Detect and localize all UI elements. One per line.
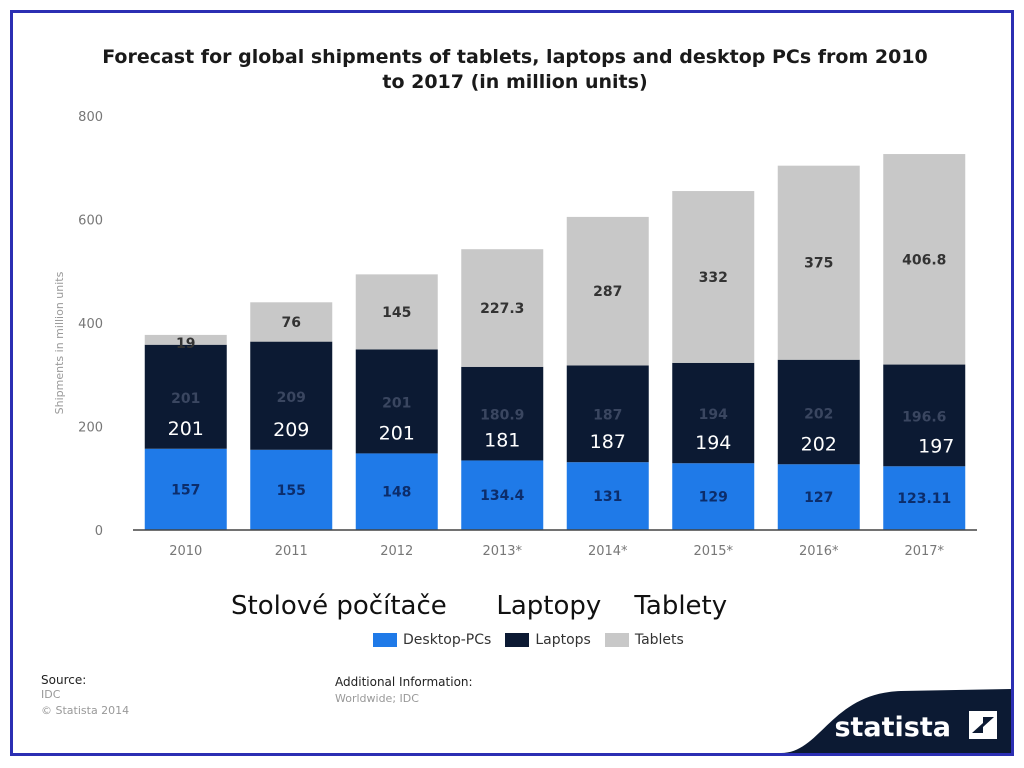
x-tick-label: 2010: [169, 544, 202, 559]
laptop-overlay-label: 181: [484, 429, 520, 451]
source-line: © Statista 2014: [41, 704, 130, 717]
data-label-laptops: 201: [171, 391, 200, 407]
label-laptops-cz: Laptopy: [496, 591, 602, 621]
bar-tablets-2017: [883, 154, 966, 365]
data-label-desktop-pcs: 157: [171, 482, 200, 498]
additional-info-text: Worldwide; IDC: [335, 692, 419, 705]
y-axis-title: Shipments in million units: [53, 271, 66, 414]
data-label-laptops: 201: [382, 396, 411, 412]
legend-swatch-tablets: [604, 633, 629, 647]
laptop-overlay-label: 201: [168, 418, 204, 440]
data-label-tablets: 406.8: [902, 252, 946, 268]
y-tick-label: 0: [95, 524, 103, 539]
bar-desktop-pcs-2013: [461, 460, 544, 530]
bar-tablets-2015: [672, 191, 755, 363]
legend-label-laptops: Laptops: [535, 632, 591, 648]
y-tick-label: 800: [78, 110, 103, 125]
data-label-tablets: 76: [282, 315, 301, 331]
legend-swatch-laptops: [505, 633, 530, 647]
data-label-desktop-pcs: 148: [382, 485, 411, 501]
data-label-desktop-pcs: 123.11: [897, 491, 951, 507]
legend-swatch-desktop: [373, 633, 397, 647]
data-label-desktop-pcs: 134.4: [480, 488, 525, 504]
bar-desktop-pcs-2011: [250, 449, 333, 530]
bar-laptops-2013: [461, 366, 544, 461]
data-label-tablets: 19: [176, 336, 195, 352]
laptop-overlay-label: 202: [801, 433, 837, 455]
data-label-tablets: 287: [593, 284, 622, 300]
bar-tablets-2013: [461, 249, 544, 367]
chart-title-line-1: Forecast for global shipments of tablets…: [102, 46, 928, 68]
legend-item-laptops: Laptops: [505, 632, 591, 648]
x-tick-label: 2016*: [799, 544, 839, 559]
bar-laptops-2014: [566, 365, 649, 463]
bar-desktop-pcs-2010: [144, 448, 227, 530]
bar-laptops-2016: [777, 359, 860, 465]
statista-logo-text: statista: [834, 712, 951, 743]
brand-band-shape: [781, 689, 1011, 753]
bar-tablets-2016: [777, 165, 860, 360]
bar-desktop-pcs-2016: [777, 464, 860, 530]
legend-label-desktop: Desktop-PCs: [403, 632, 492, 648]
bar-tablets-2010: [144, 334, 227, 345]
stacked-bar-chart: 0 200 400 600 800 Shipments in million units 1…: [53, 110, 977, 559]
statista-logo-icon: [969, 711, 997, 739]
x-tick-label: 2012: [380, 544, 413, 559]
data-label-laptops: 202: [804, 406, 833, 422]
source-label: Source:: [41, 673, 87, 687]
bar-desktop-pcs-2012: [355, 453, 438, 530]
bar-laptops-2011: [250, 341, 333, 450]
data-label-desktop-pcs: 127: [804, 490, 833, 506]
data-label-laptops: 209: [277, 390, 306, 406]
additional-info-label: Additional Information:: [335, 675, 473, 689]
bar-laptops-2017: [883, 364, 966, 467]
laptop-overlay-label: 187: [590, 431, 626, 453]
data-label-desktop-pcs: 129: [699, 490, 728, 506]
chart-title-line-2: to 2017 (in million units): [382, 71, 648, 93]
source-text: IDC © Statista 2014: [41, 687, 129, 719]
data-label-tablets: 332: [699, 270, 728, 286]
source-line: IDC: [41, 688, 61, 701]
data-label-desktop-pcs: 131: [593, 489, 622, 505]
chart-frame: Forecast for global shipments of tablets…: [10, 10, 1014, 756]
bar-laptops-2010: [144, 344, 227, 449]
bar-tablets-2014: [566, 216, 649, 366]
laptop-overlay-label: 201: [379, 422, 415, 444]
data-label-desktop-pcs: 155: [277, 483, 306, 499]
x-tick-label: 2013*: [482, 544, 522, 559]
legend-item-desktop: Desktop-PCs: [373, 632, 491, 648]
legend: Desktop-PCs Laptops Tablets: [373, 632, 684, 648]
data-label-tablets: 145: [382, 305, 411, 321]
label-tablets-cz: Tablety: [634, 591, 728, 621]
bar-laptops-2012: [355, 349, 438, 454]
x-tick-label: 2011: [275, 544, 308, 559]
label-desktop-cz: Stolové počítače: [231, 591, 447, 621]
data-label-tablets: 227.3: [480, 301, 524, 317]
x-tick-label: 2014*: [588, 544, 628, 559]
data-label-laptops: 180.9: [480, 407, 524, 423]
czech-series-labels: Stolové počítače Laptopy Tablety: [231, 591, 727, 621]
bar-tablets-2011: [250, 302, 333, 342]
bar-desktop-pcs-2017: [883, 466, 966, 530]
y-tick-label: 200: [78, 421, 103, 436]
bar-tablets-2012: [355, 274, 438, 350]
data-label-laptops: 187: [593, 408, 622, 424]
x-tick-label: 2017*: [904, 544, 944, 559]
x-tick-label: 2015*: [693, 544, 733, 559]
bar-desktop-pcs-2015: [672, 463, 755, 530]
bar-desktop-pcs-2014: [566, 462, 649, 530]
legend-item-tablets: Tablets: [604, 632, 684, 648]
bar-laptops-2015: [672, 362, 755, 464]
data-label-laptops: 196.6: [902, 410, 946, 426]
data-label-laptops: 194: [699, 407, 728, 423]
laptop-overlay-label: 209: [273, 419, 309, 441]
y-tick-label: 600: [78, 214, 103, 229]
laptop-overlay-label: 197: [918, 435, 954, 457]
statista-brand-band: statista: [781, 689, 1011, 753]
y-tick-label: 400: [78, 317, 103, 332]
data-label-tablets: 375: [804, 256, 833, 272]
laptop-overlay-label: 194: [695, 432, 731, 454]
legend-label-tablets: Tablets: [634, 632, 684, 648]
